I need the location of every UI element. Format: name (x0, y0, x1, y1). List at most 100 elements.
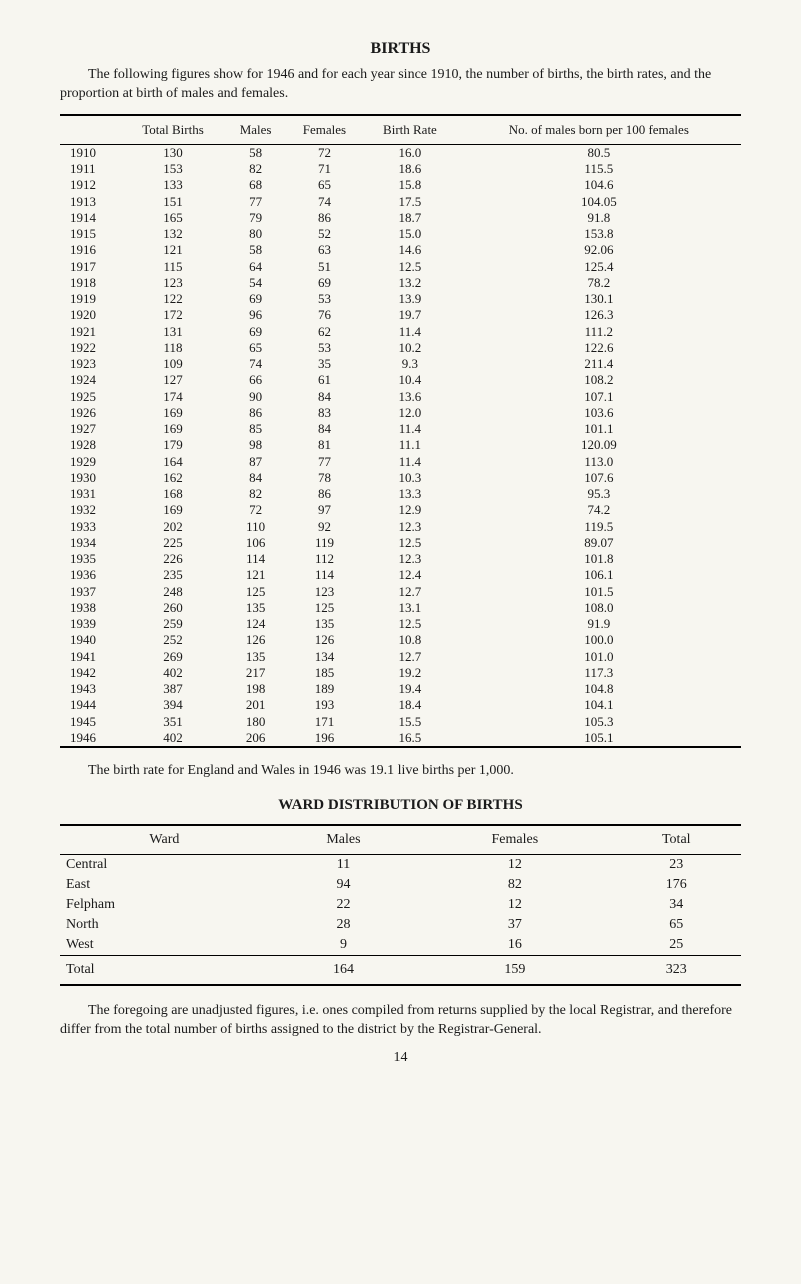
table-row: 193623512111412.4106.1 (60, 567, 741, 583)
table-cell: 172 (120, 307, 225, 323)
table-cell: 9 (269, 935, 418, 956)
table-cell: 1933 (60, 519, 120, 535)
table-cell: 1946 (60, 730, 120, 747)
table-cell: 84 (286, 389, 364, 405)
table-cell: 89.07 (457, 535, 741, 551)
table-cell: 37 (418, 915, 611, 935)
table-cell: 159 (418, 955, 611, 985)
table-cell: 12 (418, 895, 611, 915)
table-cell: 74 (226, 356, 286, 372)
table-cell: 113.0 (457, 454, 741, 470)
table-cell: 15.5 (363, 714, 456, 730)
table-cell: 122.6 (457, 340, 741, 356)
births-header-row: Total Births Males Females Birth Rate No… (60, 115, 741, 145)
table-cell: 105.1 (457, 730, 741, 747)
table-cell: 106.1 (457, 567, 741, 583)
table-cell: 112 (286, 551, 364, 567)
table-cell: 1914 (60, 210, 120, 226)
table-cell: 22 (269, 895, 418, 915)
table-cell: 12.0 (363, 405, 456, 421)
table-cell: 92.06 (457, 242, 741, 258)
table-cell: 76 (286, 307, 364, 323)
table-cell: 402 (120, 665, 225, 681)
table-cell: 71 (286, 161, 364, 177)
table-cell: 84 (286, 421, 364, 437)
table-cell: 13.1 (363, 600, 456, 616)
table-cell: 96 (226, 307, 286, 323)
table-cell: 1926 (60, 405, 120, 421)
table-cell: 206 (226, 730, 286, 747)
table-cell: 12.5 (363, 535, 456, 551)
table-cell: 1935 (60, 551, 120, 567)
table-cell: 123 (286, 584, 364, 600)
table-cell: 65 (286, 177, 364, 193)
table-cell: 62 (286, 324, 364, 340)
table-cell: 10.4 (363, 372, 456, 388)
table-cell: 134 (286, 649, 364, 665)
table-cell: 169 (120, 421, 225, 437)
table-row: 1917115645112.5125.4 (60, 259, 741, 275)
table-cell: 164 (120, 454, 225, 470)
table-cell: 135 (286, 616, 364, 632)
table-cell: 119 (286, 535, 364, 551)
table-cell: 86 (286, 210, 364, 226)
table-cell: 78.2 (457, 275, 741, 291)
table-cell: 10.2 (363, 340, 456, 356)
table-cell: 16.5 (363, 730, 456, 747)
table-cell: 12 (418, 854, 611, 875)
table-cell: 52 (286, 226, 364, 242)
table-cell: 79 (226, 210, 286, 226)
table-cell: 1927 (60, 421, 120, 437)
table-cell: 185 (286, 665, 364, 681)
table-row: 1915132805215.0153.8 (60, 226, 741, 242)
table-row: 194240221718519.2117.3 (60, 665, 741, 681)
table-row: West91625 (60, 935, 741, 956)
table-cell: 68 (226, 177, 286, 193)
table-cell: 1915 (60, 226, 120, 242)
table-cell: 65 (226, 340, 286, 356)
table-cell: 226 (120, 551, 225, 567)
table-cell: 133 (120, 177, 225, 193)
table-cell: 211.4 (457, 356, 741, 372)
table-cell: 162 (120, 470, 225, 486)
table-cell: 1945 (60, 714, 120, 730)
table-row: 1916121586314.692.06 (60, 242, 741, 258)
table-cell: 17.5 (363, 194, 456, 210)
table-cell: 179 (120, 437, 225, 453)
table-cell: 198 (226, 681, 286, 697)
table-cell: 132 (120, 226, 225, 242)
table-cell: 82 (418, 875, 611, 895)
table-cell: 1913 (60, 194, 120, 210)
table-cell: 259 (120, 616, 225, 632)
ward-col-males: Males (269, 825, 418, 855)
table-row: 1930162847810.3107.6 (60, 470, 741, 486)
table-row: 193826013512513.1108.0 (60, 600, 741, 616)
table-cell: 92 (286, 519, 364, 535)
table-cell: 12.7 (363, 584, 456, 600)
table-cell: 217 (226, 665, 286, 681)
ward-col-name: Ward (60, 825, 269, 855)
table-cell: West (60, 935, 269, 956)
table-cell: 1934 (60, 535, 120, 551)
table-cell: 225 (120, 535, 225, 551)
table-cell: 91.9 (457, 616, 741, 632)
table-cell: 108.2 (457, 372, 741, 388)
table-row: 1920172967619.7126.3 (60, 307, 741, 323)
table-cell: 69 (286, 275, 364, 291)
table-row: 1932169729712.974.2 (60, 502, 741, 518)
table-cell: 12.3 (363, 519, 456, 535)
births-table: Total Births Males Females Birth Rate No… (60, 114, 741, 748)
table-cell: 11.4 (363, 454, 456, 470)
table-cell: 171 (286, 714, 364, 730)
table-row: 1919122695313.9130.1 (60, 291, 741, 307)
col-birth-rate: Birth Rate (363, 115, 456, 145)
table-cell: 85 (226, 421, 286, 437)
table-cell: 176 (612, 875, 741, 895)
table-row: 1924127666110.4108.2 (60, 372, 741, 388)
table-cell: 13.3 (363, 486, 456, 502)
table-cell: 126 (286, 632, 364, 648)
table-cell: 127 (120, 372, 225, 388)
table-cell: 86 (226, 405, 286, 421)
table-cell: 94 (269, 875, 418, 895)
table-cell: 101.1 (457, 421, 741, 437)
